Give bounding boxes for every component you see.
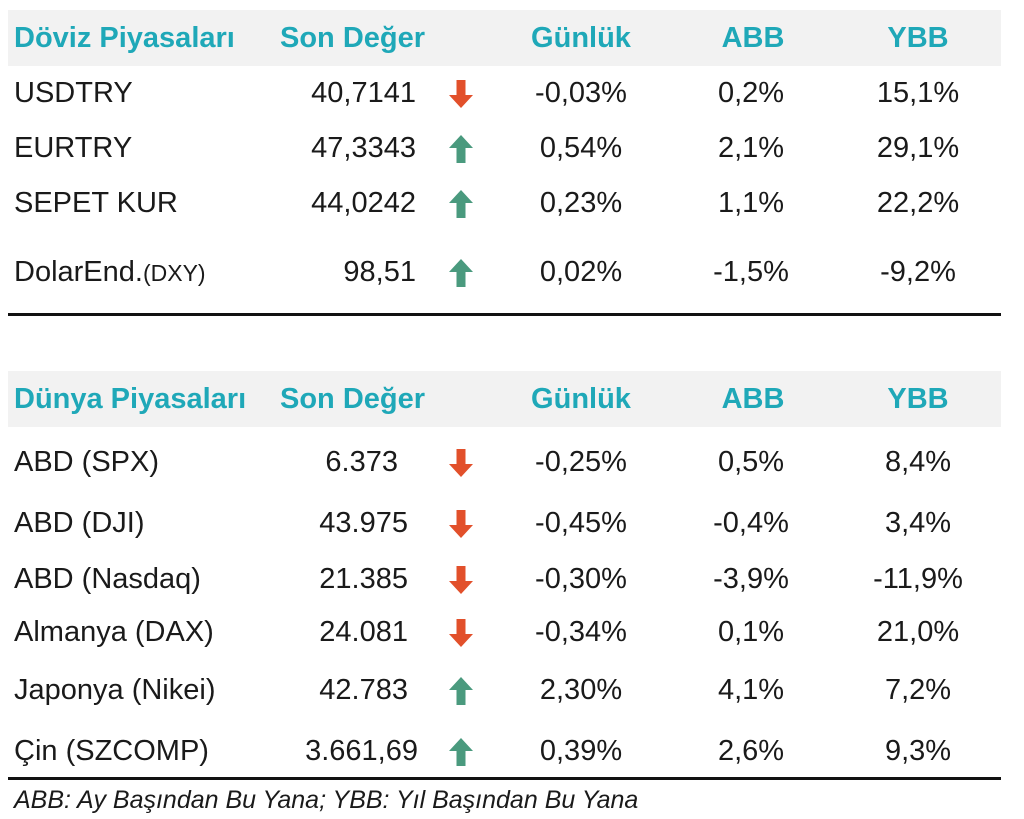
fx-header-value: Son Değer <box>280 22 426 54</box>
arrow-up-icon <box>444 724 478 778</box>
row-name: ABD (SPX) <box>14 446 160 478</box>
arrow-up-icon <box>444 121 478 175</box>
row-abb: -1,5% <box>713 256 789 288</box>
row-abb: 2,6% <box>717 735 785 767</box>
row-value: 43.975 <box>319 507 408 539</box>
world-header: Dünya Piyasaları Son Değer Günlük ABB YB… <box>8 371 1001 427</box>
row-daily: 2,30% <box>539 674 623 706</box>
divider <box>8 777 1001 780</box>
world-header-abb: ABB <box>721 383 785 415</box>
row-value: 40,7141 <box>311 77 416 109</box>
arrow-down-icon <box>444 66 478 120</box>
row-value: 6.373 <box>325 446 398 478</box>
table-row: ABD (SPX) 6.373 -0,25% 0,5% 8,4% <box>8 435 1001 489</box>
table-row: USDTRY 40,7141 -0,03% 0,2% 15,1% <box>8 66 1001 120</box>
row-ybb: 8,4% <box>884 446 952 478</box>
table-row: Almanya (DAX) 24.081 -0,34% 0,1% 21,0% <box>8 605 1001 659</box>
row-abb: 4,1% <box>717 674 785 706</box>
arrow-up-icon <box>444 245 478 299</box>
divider <box>8 313 1001 316</box>
row-daily: -0,25% <box>535 446 627 478</box>
arrow-down-icon <box>444 496 478 550</box>
row-ybb: 22,2% <box>876 187 960 219</box>
row-name: SEPET KUR <box>14 187 178 219</box>
world-table: Dünya Piyasaları Son Değer Günlük ABB YB… <box>8 371 1001 781</box>
row-daily: 0,39% <box>539 735 623 767</box>
table-row: ABD (Nasdaq) 21.385 -0,30% -3,9% -11,9% <box>8 552 1001 606</box>
row-name: Almanya (DAX) <box>14 616 214 648</box>
fx-header-name: Döviz Piyasaları <box>14 22 235 54</box>
row-ybb: 21,0% <box>876 616 960 648</box>
row-name: Çin (SZCOMP) <box>14 735 209 767</box>
row-value: 47,3343 <box>311 132 416 164</box>
table-row: ABD (DJI) 43.975 -0,45% -0,4% 3,4% <box>8 496 1001 550</box>
row-daily: 0,54% <box>539 132 623 164</box>
row-ybb: 9,3% <box>884 735 952 767</box>
row-name: EURTRY <box>14 132 133 164</box>
world-header-value: Son Değer <box>280 383 426 415</box>
row-value: 98,51 <box>343 256 416 288</box>
row-abb: -3,9% <box>713 563 789 595</box>
table-row: DolarEnd.(DXY) 98,51 0,02% -1,5% -9,2% <box>8 245 1001 299</box>
row-daily: -0,03% <box>535 77 627 109</box>
row-abb: -0,4% <box>713 507 789 539</box>
arrow-down-icon <box>444 605 478 659</box>
world-header-daily: Günlük <box>531 383 631 415</box>
row-daily: -0,45% <box>535 507 627 539</box>
row-ybb: -11,9% <box>873 563 963 595</box>
arrow-up-icon <box>444 176 478 230</box>
row-name-main: DolarEnd. <box>14 256 143 288</box>
row-ybb: 29,1% <box>876 132 960 164</box>
world-header-name: Dünya Piyasaları <box>14 383 247 415</box>
row-daily: -0,30% <box>535 563 627 595</box>
table-row: SEPET KUR 44,0242 0,23% 1,1% 22,2% <box>8 176 1001 230</box>
row-name: ABD (DJI) <box>14 507 145 539</box>
row-ybb: 15,1% <box>876 77 960 109</box>
fx-header-ybb: YBB <box>887 22 949 54</box>
row-daily: 0,02% <box>539 256 623 288</box>
row-name: USDTRY <box>14 77 133 109</box>
row-name: ABD (Nasdaq) <box>14 563 201 595</box>
row-abb: 0,2% <box>717 77 785 109</box>
row-name-suffix: (DXY) <box>142 260 206 286</box>
row-ybb: 3,4% <box>884 507 952 539</box>
fx-header: Döviz Piyasaları Son Değer Günlük ABB YB… <box>8 10 1001 66</box>
fx-header-daily: Günlük <box>531 22 631 54</box>
arrow-down-icon <box>444 435 478 489</box>
row-ybb: -9,2% <box>880 256 956 288</box>
row-abb: 2,1% <box>717 132 785 164</box>
row-value: 44,0242 <box>311 187 416 219</box>
arrow-down-icon <box>444 552 478 606</box>
row-abb: 0,5% <box>717 446 785 478</box>
row-daily: -0,34% <box>535 616 627 648</box>
row-ybb: 7,2% <box>884 674 952 706</box>
table-row: Çin (SZCOMP) 3.661,69 0,39% 2,6% 9,3% <box>8 724 1001 778</box>
footnote: ABB: Ay Başından Bu Yana; YBB: Yıl Başın… <box>14 786 639 814</box>
row-value: 3.661,69 <box>305 735 418 767</box>
row-daily: 0,23% <box>539 187 623 219</box>
row-value: 24.081 <box>319 616 408 648</box>
table-row: EURTRY 47,3343 0,54% 2,1% 29,1% <box>8 121 1001 175</box>
fx-header-abb: ABB <box>721 22 785 54</box>
row-name: Japonya (Nikei) <box>14 674 216 706</box>
row-abb: 0,1% <box>717 616 785 648</box>
fx-table: Döviz Piyasaları Son Değer Günlük ABB YB… <box>8 10 1001 320</box>
row-abb: 1,1% <box>717 187 785 219</box>
row-value: 42.783 <box>319 674 408 706</box>
row-name: DolarEnd.(DXY) <box>14 245 206 299</box>
table-row: Japonya (Nikei) 42.783 2,30% 4,1% 7,2% <box>8 663 1001 717</box>
arrow-up-icon <box>444 663 478 717</box>
world-header-ybb: YBB <box>887 383 949 415</box>
row-value: 21.385 <box>319 563 408 595</box>
